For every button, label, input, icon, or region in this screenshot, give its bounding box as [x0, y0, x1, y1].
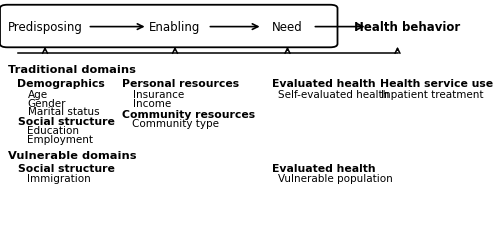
Text: Education: Education	[28, 125, 80, 136]
Text: Personal resources: Personal resources	[122, 79, 240, 89]
Text: Evaluated health: Evaluated health	[272, 163, 376, 173]
Text: Health behavior: Health behavior	[354, 21, 461, 34]
Text: Self-evaluated health: Self-evaluated health	[278, 90, 389, 100]
Text: Inpatient treatment: Inpatient treatment	[381, 90, 484, 100]
Text: Marital status: Marital status	[28, 107, 99, 117]
Text: Gender: Gender	[28, 98, 66, 109]
Text: Enabling: Enabling	[150, 21, 200, 34]
Text: Community type: Community type	[132, 119, 220, 129]
FancyBboxPatch shape	[0, 6, 338, 48]
Text: Social structure: Social structure	[18, 116, 114, 126]
Text: Health service use: Health service use	[380, 79, 493, 89]
Text: Social structure: Social structure	[18, 163, 114, 173]
Text: Employment: Employment	[28, 134, 94, 144]
Text: Community resources: Community resources	[122, 109, 256, 120]
Text: Demographics: Demographics	[18, 79, 105, 89]
Text: Vulnerable domains: Vulnerable domains	[8, 151, 136, 161]
Text: Vulnerable population: Vulnerable population	[278, 174, 392, 184]
Text: Need: Need	[272, 21, 303, 34]
Text: Age: Age	[28, 90, 48, 100]
Text: Income: Income	[132, 98, 171, 109]
Text: Evaluated health: Evaluated health	[272, 79, 376, 89]
Text: Immigration: Immigration	[28, 174, 91, 184]
Text: Predisposing: Predisposing	[8, 21, 83, 34]
Text: Traditional domains: Traditional domains	[8, 65, 136, 75]
Text: Insurance: Insurance	[132, 90, 184, 100]
